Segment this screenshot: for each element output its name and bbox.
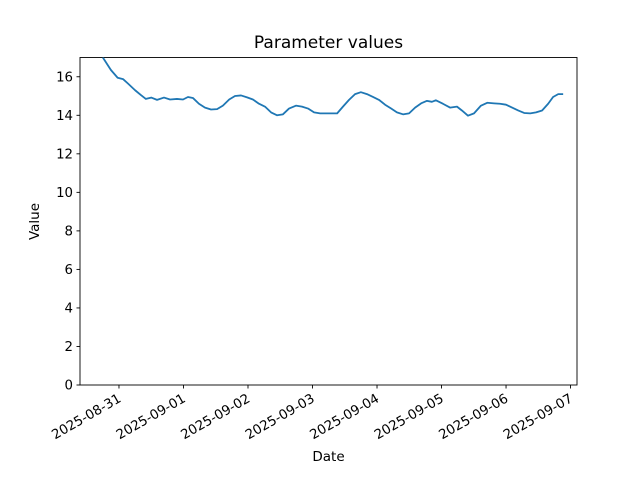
- series-group: [102, 57, 564, 117]
- y-tick-label: 8: [65, 224, 73, 239]
- plot-area: [79, 57, 578, 386]
- y-tick-label: 14: [56, 109, 73, 124]
- y-axis: 0 2 4 6 8 10 12 14 16: [56, 70, 80, 394]
- x-tick-label: 2025-09-07: [501, 391, 575, 443]
- y-tick-label: 6: [65, 263, 73, 278]
- x-tick-label: 2025-09-06: [437, 391, 511, 443]
- y-tick-label: 4: [65, 302, 73, 317]
- chart-title: Parameter values: [254, 33, 403, 53]
- y-tick-label: 0: [65, 379, 73, 394]
- x-tick-label: 2025-09-05: [372, 391, 446, 443]
- y-axis-label: Value: [27, 203, 43, 240]
- y-tick-label: 16: [56, 70, 73, 85]
- y-tick-label: 12: [56, 147, 73, 162]
- x-tick-label: 2025-08-31: [50, 391, 124, 443]
- x-axis-label: Date: [312, 449, 344, 465]
- y-tick-label: 10: [56, 186, 73, 201]
- data-line: [102, 57, 564, 117]
- x-tick-label: 2025-09-03: [243, 391, 317, 443]
- x-tick-label: 2025-09-01: [114, 391, 188, 443]
- x-tick-label: 2025-09-02: [179, 391, 253, 443]
- x-tick-label: 2025-09-04: [308, 391, 382, 443]
- x-axis: 2025-08-312025-09-012025-09-022025-09-03…: [50, 385, 576, 443]
- y-tick-label: 2: [65, 340, 73, 355]
